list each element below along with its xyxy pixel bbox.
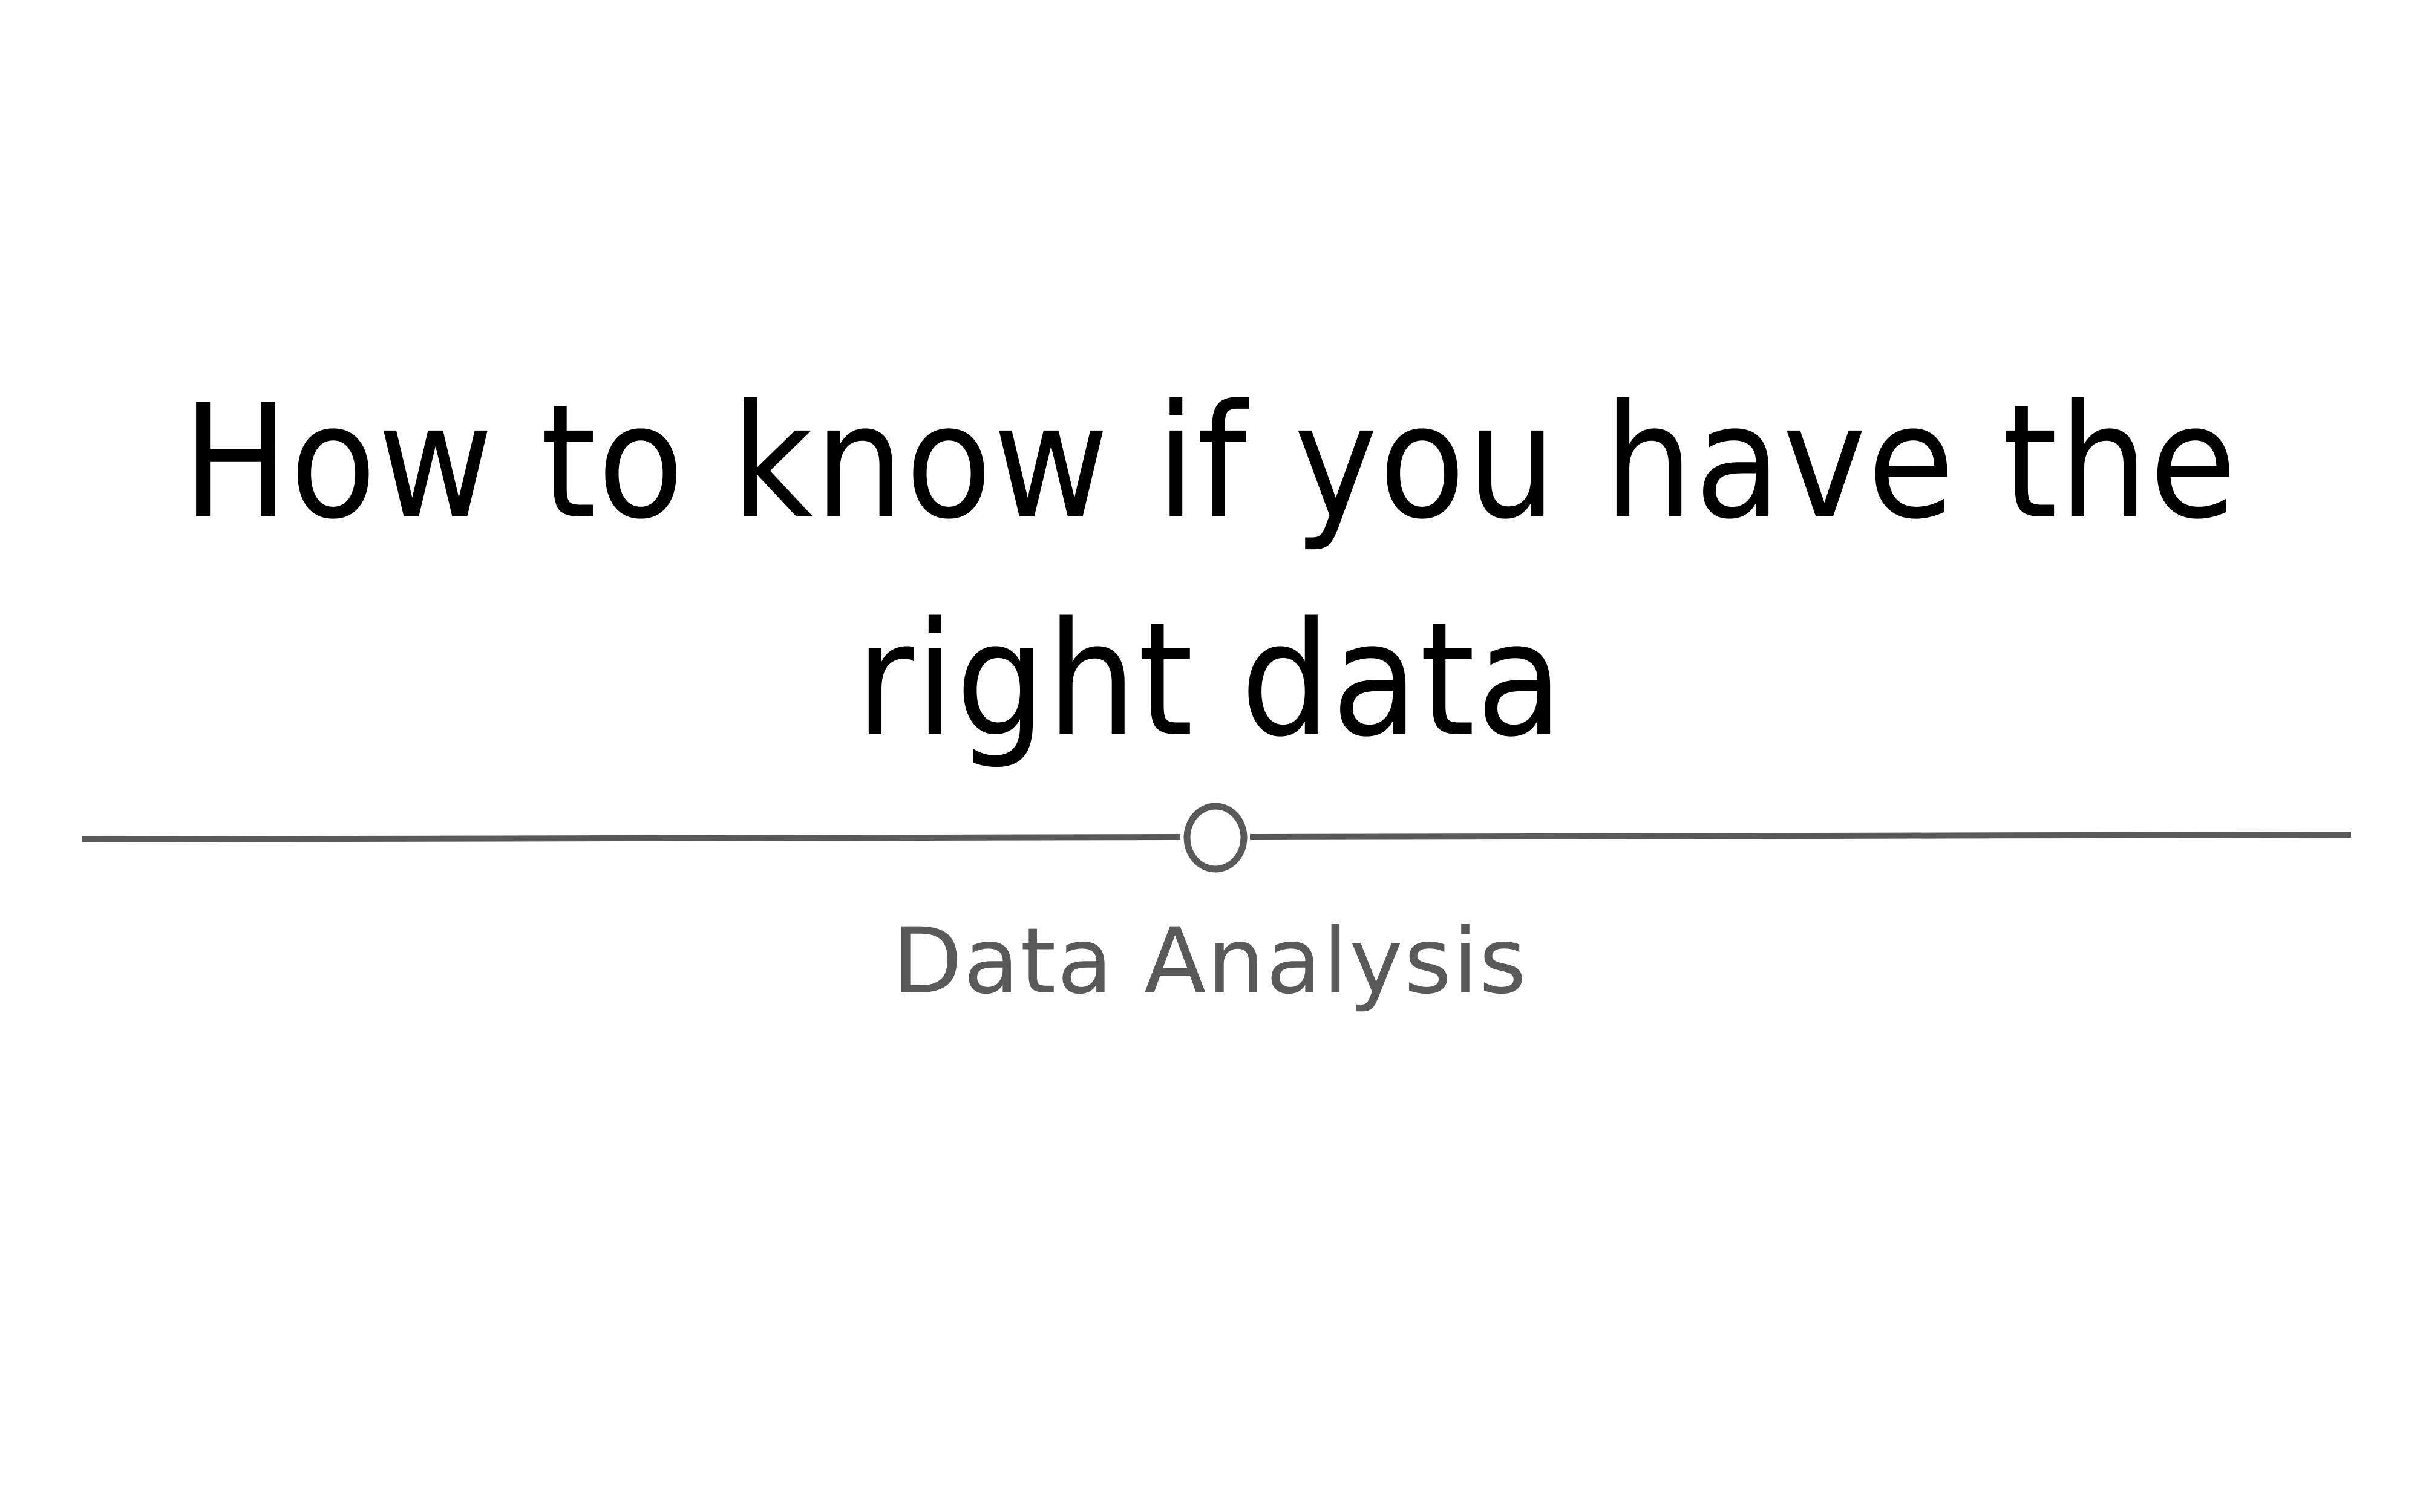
divider-line-right bbox=[1249, 832, 2352, 840]
divider-circle-ornament bbox=[1183, 803, 1248, 873]
divider-line-left bbox=[82, 834, 1181, 842]
slide-subtitle: Data Analysis bbox=[892, 909, 1528, 1014]
slide-title-line-1: How to know if you have the bbox=[182, 371, 2238, 554]
slide-title: How to know if you have the right data bbox=[0, 354, 2420, 789]
slide-title-line-2: right data bbox=[855, 589, 1565, 772]
title-divider bbox=[82, 803, 2352, 873]
